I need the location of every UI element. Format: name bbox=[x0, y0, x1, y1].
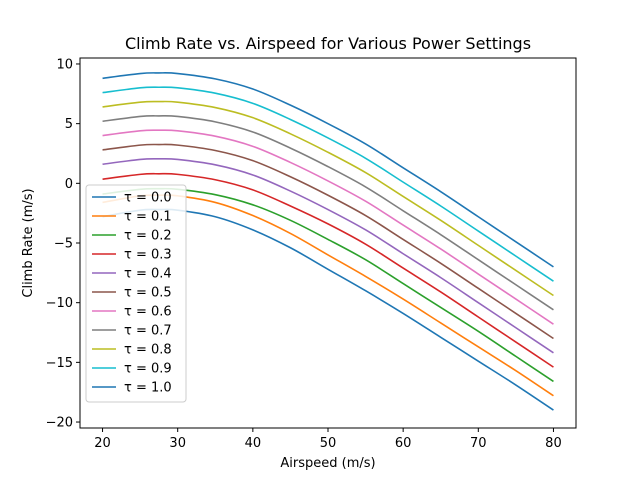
y-tick-label: 0 bbox=[65, 177, 73, 192]
x-tick-label: 70 bbox=[470, 436, 487, 451]
x-tick-label: 30 bbox=[169, 436, 186, 451]
legend-label: τ = 0.9 bbox=[124, 362, 172, 377]
legend: τ = 0.0 τ = 0.1 τ = 0.2 τ = 0.3 τ = 0.4 τ = 0… bbox=[85, 184, 187, 403]
y-axis-ticks: 10 5 0 −5 −10 −15 −20 bbox=[46, 57, 80, 431]
series-line-6 bbox=[102, 129, 554, 325]
y-tick-label: −15 bbox=[46, 356, 73, 371]
series-line-9 bbox=[102, 86, 554, 282]
x-tick-label: 20 bbox=[94, 436, 111, 451]
legend-label: τ = 0.5 bbox=[124, 286, 172, 301]
x-tick-label: 40 bbox=[245, 436, 262, 451]
y-tick-label: −5 bbox=[54, 237, 73, 252]
x-axis-ticks: 20 30 40 50 60 70 80 bbox=[94, 428, 562, 451]
y-axis-label: Climb Rate (m/s) bbox=[21, 188, 36, 297]
x-axis-label: Airspeed (m/s) bbox=[280, 456, 375, 471]
legend-label: τ = 0.6 bbox=[124, 305, 172, 320]
y-tick-label: 5 bbox=[65, 117, 73, 132]
legend-label: τ = 0.1 bbox=[124, 210, 172, 225]
legend-label: τ = 0.8 bbox=[124, 343, 172, 358]
y-tick-label: −20 bbox=[46, 416, 73, 431]
legend-label: τ = 0.2 bbox=[124, 229, 172, 244]
legend-box bbox=[85, 184, 187, 403]
legend-label: τ = 0.3 bbox=[124, 248, 172, 263]
series-line-8 bbox=[102, 100, 554, 297]
legend-label: τ = 0.4 bbox=[124, 267, 172, 282]
series-line-7 bbox=[102, 115, 554, 311]
x-tick-label: 60 bbox=[395, 436, 412, 451]
chart-title: Climb Rate vs. Airspeed for Various Powe… bbox=[125, 34, 531, 53]
legend-label: τ = 0.7 bbox=[124, 324, 172, 339]
x-tick-label: 80 bbox=[545, 436, 562, 451]
series-line-5 bbox=[102, 143, 554, 340]
legend-label: τ = 0.0 bbox=[124, 191, 172, 206]
legend-label: τ = 1.0 bbox=[124, 381, 172, 396]
y-tick-label: 10 bbox=[56, 57, 73, 72]
series-line-10 bbox=[102, 72, 554, 268]
series-line-4 bbox=[102, 157, 554, 354]
x-tick-label: 50 bbox=[320, 436, 337, 451]
series-line-3 bbox=[102, 172, 554, 368]
y-tick-label: −10 bbox=[46, 296, 73, 311]
